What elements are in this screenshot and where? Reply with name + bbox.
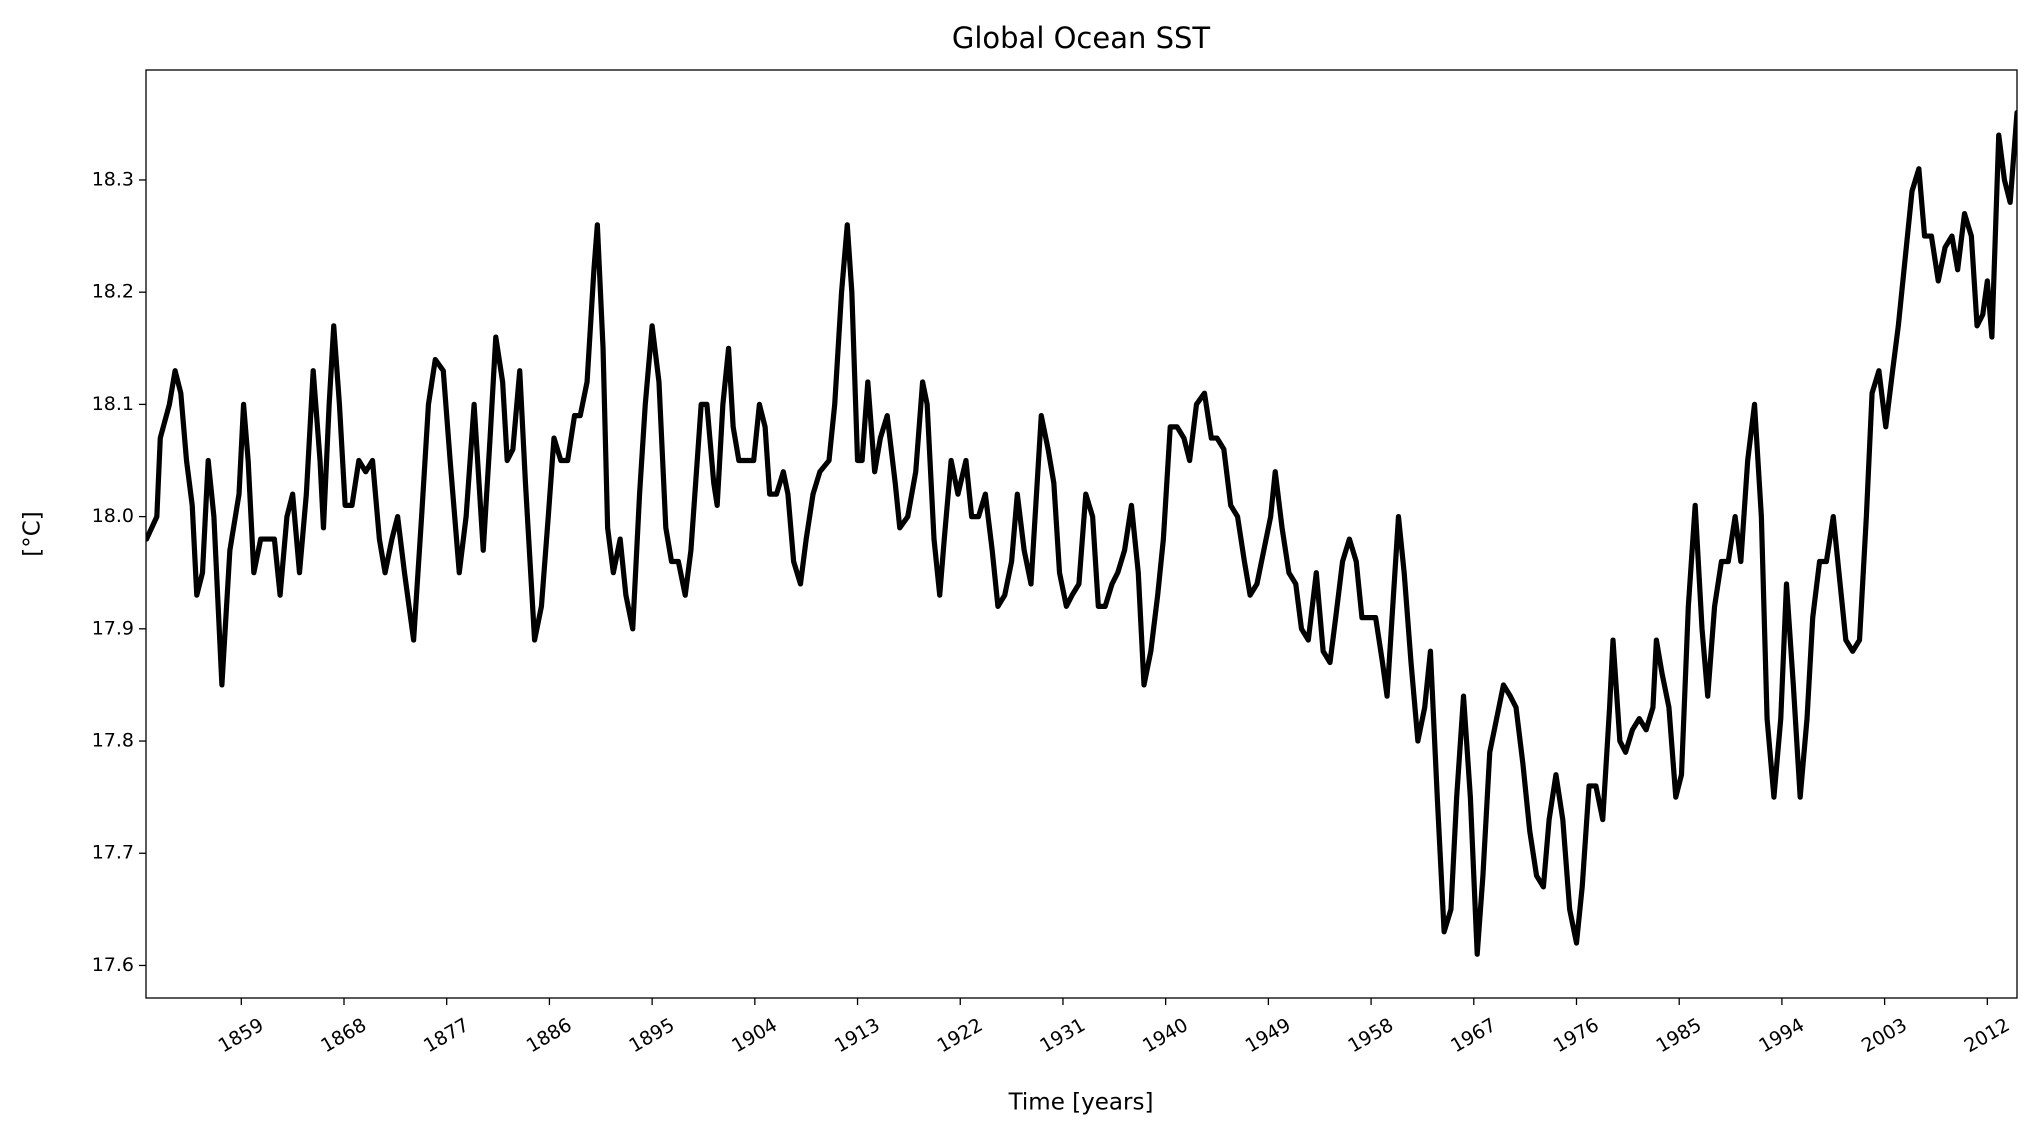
x-tick-label: 1994 [1755, 1014, 1808, 1057]
x-tick-label: 1949 [1242, 1014, 1295, 1057]
x-tick-label: 2003 [1858, 1014, 1911, 1057]
x-tick-label: 1931 [1036, 1014, 1089, 1057]
x-tick-label: 1913 [831, 1014, 884, 1057]
chart-title: Global Ocean SST [952, 21, 1211, 55]
axes-frame [145, 69, 2018, 999]
y-tick-label: 18.1 [92, 393, 134, 415]
x-tick-label: 1868 [317, 1014, 370, 1057]
x-tick-label: 1976 [1550, 1014, 1603, 1057]
x-tick-label: 1940 [1139, 1014, 1192, 1057]
x-tick-label: 1967 [1447, 1014, 1500, 1057]
x-axis-label: Time [years] [1008, 1090, 1154, 1116]
y-tick-label: 18.2 [92, 281, 134, 303]
y-tick-label: 17.6 [92, 954, 134, 976]
x-tick-label: 1886 [523, 1014, 576, 1057]
x-tick-label: 1904 [728, 1014, 781, 1057]
x-tick-label: 2012 [1961, 1014, 2014, 1057]
y-tick-label: 17.7 [92, 842, 134, 864]
y-tick-label: 18.3 [92, 168, 134, 190]
x-tick-label: 1859 [215, 1014, 268, 1057]
y-tick-label: 17.9 [92, 617, 134, 639]
x-tick-label: 1985 [1653, 1014, 1706, 1057]
y-axis-label: [°C] [20, 511, 46, 557]
series-group [146, 110, 2017, 957]
y-tick-label: 17.8 [92, 730, 134, 752]
x-tick-label: 1958 [1344, 1014, 1397, 1057]
x-tick-label: 1922 [934, 1014, 987, 1057]
x-tick-label: 1877 [420, 1014, 473, 1057]
plot-area: 17.6 17.7 17.8 17.9 18.0 18.1 18.2 18.3 1859 1868… [92, 110, 2017, 1057]
data-line [146, 110, 2017, 957]
y-tick-label: 18.0 [92, 505, 134, 527]
x-tick-label: 1895 [625, 1014, 678, 1057]
